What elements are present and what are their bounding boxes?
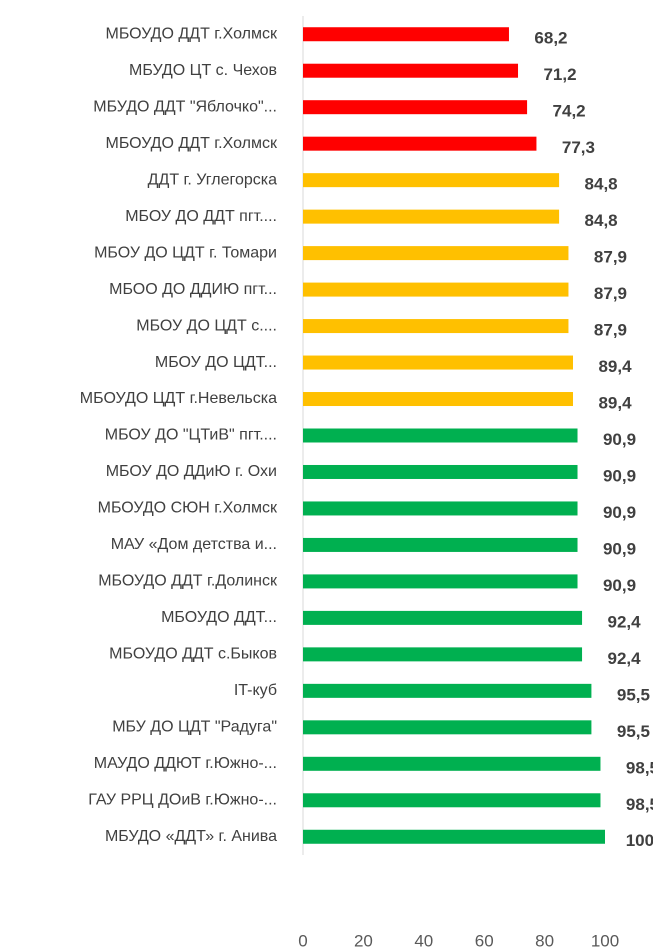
y-tick-label: МБОУ ДО ДДиЮ г. Охи xyxy=(106,463,277,480)
value-label: 89,4 xyxy=(598,394,632,413)
bar xyxy=(303,246,569,261)
y-tick-label: МБОУ ДО ДДТ пгт.... xyxy=(125,208,277,225)
y-tick-label: МБОУДО ДДТ с.Быков xyxy=(109,646,277,663)
x-tick-label: 20 xyxy=(354,931,373,950)
value-label: 87,9 xyxy=(594,284,627,303)
x-tick-label: 60 xyxy=(475,931,494,950)
bar xyxy=(303,63,519,78)
y-tick-label: МБОУДО ДДТ... xyxy=(161,609,277,626)
x-tick-label: 100 xyxy=(591,931,619,950)
value-label: 98,5 xyxy=(626,758,653,777)
value-label: 87,9 xyxy=(594,321,627,340)
y-tick-label: МБОУ ДО ЦДТ с.... xyxy=(136,317,277,334)
x-tick-label: 80 xyxy=(535,931,554,950)
value-label: 68,2 xyxy=(534,29,567,48)
value-label: 100,0 xyxy=(626,831,653,850)
value-label: 74,2 xyxy=(553,102,586,121)
value-label: 95,5 xyxy=(617,722,650,741)
y-tick-label: МБУДО ЦТ с. Чехов xyxy=(129,62,277,79)
y-tick-label: МАУДО ДДЮТ г.Южно-... xyxy=(94,755,277,772)
y-tick-label: МБОУДО ДДТ г.Холмск xyxy=(105,135,278,152)
bar xyxy=(303,756,601,771)
value-label: 90,9 xyxy=(603,466,636,485)
bar xyxy=(303,610,583,625)
bar xyxy=(303,829,605,844)
y-tick-label: МБОУ ДО ЦДТ г. Томари xyxy=(94,244,277,261)
y-tick-label: МАУ «Дом детства и... xyxy=(111,536,277,553)
value-label: 87,9 xyxy=(594,248,627,267)
y-tick-label: ДДТ г. Углегорска xyxy=(148,171,277,188)
bar xyxy=(303,209,560,224)
y-tick-label: МБОО ДО ДДИЮ пгт... xyxy=(109,281,277,298)
bar xyxy=(303,428,578,443)
value-label: 92,4 xyxy=(608,612,642,631)
y-tick-label: МБОУ ДО ЦДТ... xyxy=(155,354,277,371)
bar xyxy=(303,647,583,662)
bar xyxy=(303,501,578,516)
value-label: 90,9 xyxy=(603,430,636,449)
y-tick-label: МБУДО ДДТ "Яблочко"... xyxy=(93,98,277,115)
bar xyxy=(303,464,578,479)
y-tick-label: МБОУДО ДДТ г.Холмск xyxy=(105,25,278,42)
value-label: 89,4 xyxy=(598,357,632,376)
bar xyxy=(303,355,573,370)
bar xyxy=(303,100,528,115)
bar xyxy=(303,173,560,188)
value-label: 71,2 xyxy=(543,65,576,84)
value-label: 90,9 xyxy=(603,503,636,522)
bar xyxy=(303,392,573,407)
value-label: 90,9 xyxy=(603,539,636,558)
value-label: 77,3 xyxy=(562,138,595,157)
bar xyxy=(303,27,509,42)
bar xyxy=(303,720,592,735)
bar xyxy=(303,282,569,297)
value-label: 90,9 xyxy=(603,576,636,595)
value-label: 92,4 xyxy=(608,649,642,668)
bar xyxy=(303,683,592,698)
y-tick-label: IT-куб xyxy=(234,682,277,699)
bar xyxy=(303,793,601,808)
bar xyxy=(303,319,569,334)
bar xyxy=(303,136,537,151)
x-tick-label: 40 xyxy=(414,931,433,950)
value-label: 98,5 xyxy=(626,795,653,814)
value-label: 95,5 xyxy=(617,685,650,704)
y-tick-label: МБОУДО СЮН г.Холмск xyxy=(98,500,278,517)
bar xyxy=(303,574,578,589)
y-tick-label: МБУДО «ДДТ» г. Анива xyxy=(105,828,277,845)
y-tick-label: МБОУДО ЦДТ г.Невельска xyxy=(80,390,277,407)
y-tick-label: МБОУДО ДДТ г.Долинск xyxy=(98,573,278,590)
x-tick-label: 0 xyxy=(298,931,307,950)
y-tick-label: МБОУ ДО "ЦТиВ" пгт.... xyxy=(105,427,277,444)
value-label: 84,8 xyxy=(585,211,618,230)
y-tick-label: МБУ ДО ЦДТ "Радуга" xyxy=(112,719,277,736)
bar xyxy=(303,537,578,552)
value-label: 84,8 xyxy=(585,175,618,194)
y-tick-label: ГАУ РРЦ ДОиВ г.Южно-... xyxy=(88,792,277,809)
